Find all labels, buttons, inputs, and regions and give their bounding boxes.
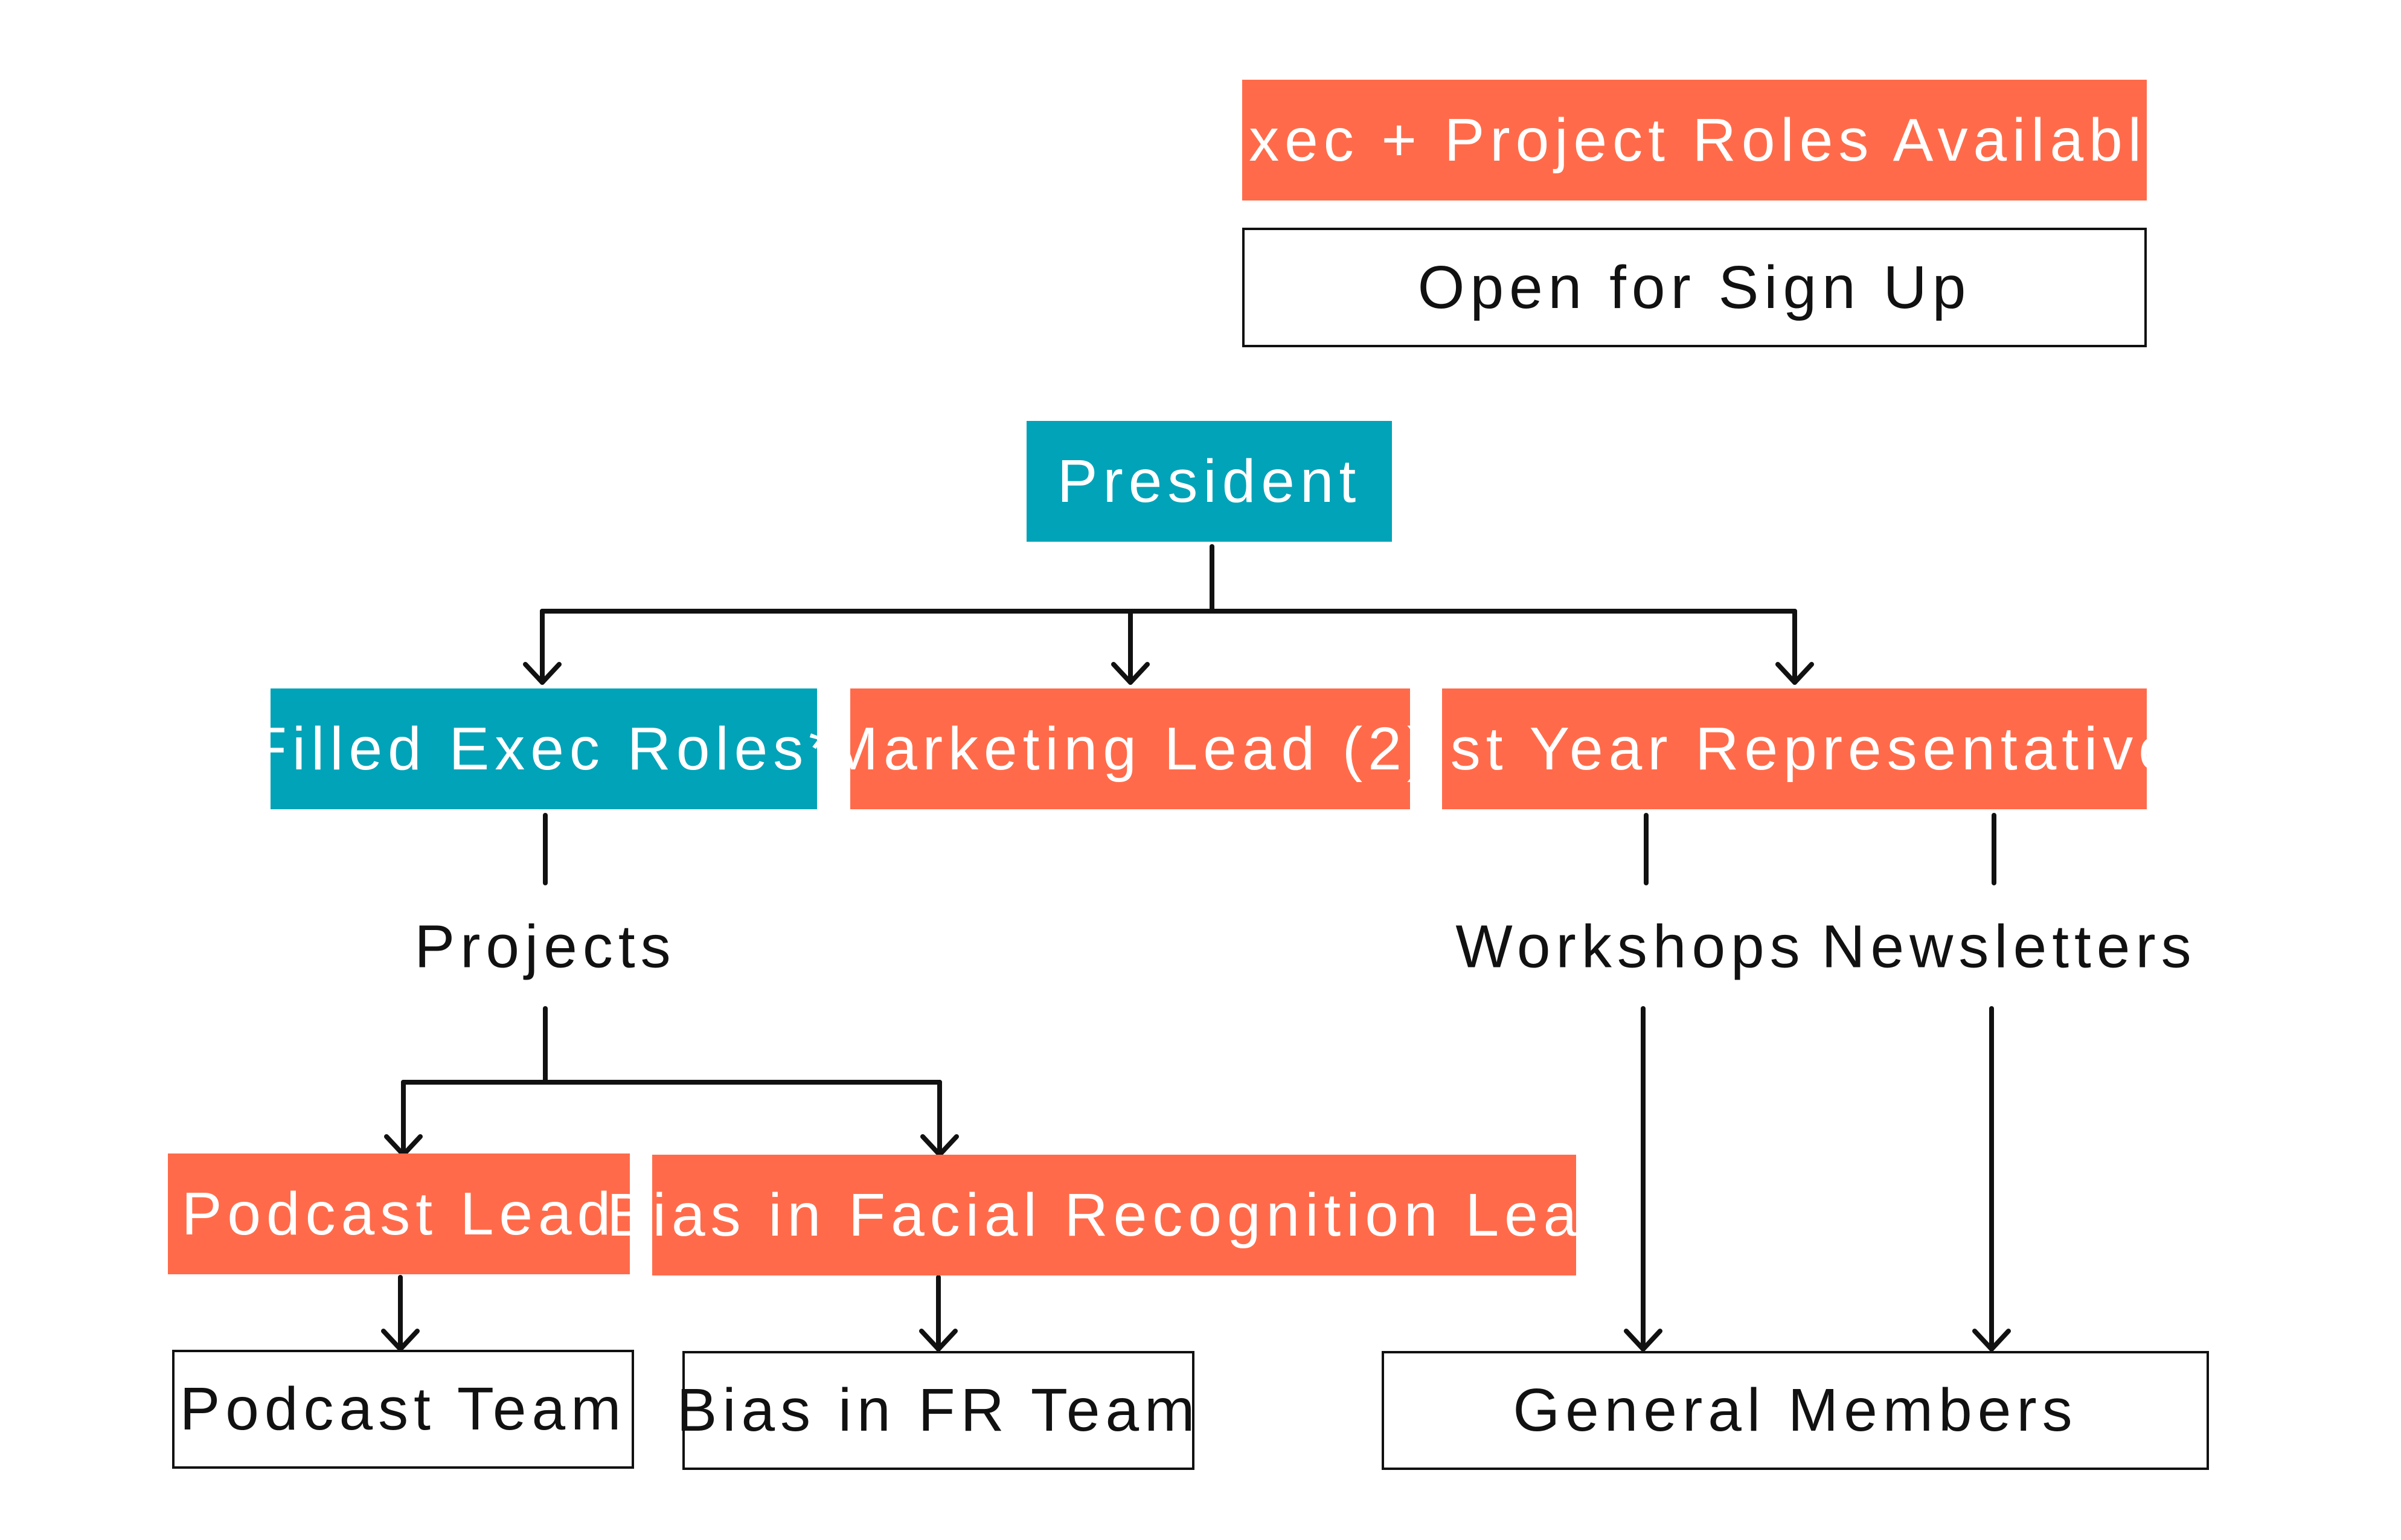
first-year-representative-node: 1st Year Representative (1411, 688, 2172, 809)
bias-fr-team-node: Bias in FR Team (677, 1351, 1194, 1470)
podcast-team-node: Podcast Team (172, 1350, 634, 1469)
legend-available-box: Exec + Project Roles Available (1203, 80, 2181, 201)
projects-label: Projects (414, 913, 676, 981)
filled-exec-roles-node: Filled Exec Roles* (250, 688, 832, 809)
arrowhead-bias-team (919, 1329, 958, 1352)
legend-open-box: Open for Sign Up (1242, 228, 2147, 347)
bias-fr-lead-label: Bias in Facial Recognition Lead (607, 1181, 1621, 1249)
marketing-lead-node: Marketing Lead (2) (828, 688, 1427, 809)
president-label: President (1057, 447, 1362, 515)
arrowhead-first-year (1775, 662, 1814, 685)
legend-open-text: Open for Sign Up (1417, 253, 1972, 321)
newsletters-label: Newsletters (1821, 913, 2197, 981)
arrowhead-marketing (1111, 662, 1150, 685)
podcast-team-label: Podcast Team (179, 1375, 627, 1443)
podcast-lead-node: Podcast Lead (168, 1153, 630, 1274)
arrowhead-workshops-general (1624, 1329, 1662, 1352)
arrowhead-newsletters-general (1972, 1329, 2011, 1352)
arrowhead-podcast-team (381, 1329, 420, 1352)
first-year-representative-label: 1st Year Representative (1411, 714, 2178, 783)
president-node: President (1027, 421, 1392, 542)
bias-fr-team-label: Bias in FR Team (676, 1376, 1200, 1444)
general-members-label: General Members (1513, 1376, 2078, 1444)
workshops-label: Workshops (1455, 913, 1806, 981)
bias-fr-lead-node: Bias in Facial Recognition Lead (607, 1155, 1616, 1275)
arrowhead-filled-exec (523, 662, 562, 685)
general-members-node: General Members (1382, 1351, 2209, 1470)
podcast-lead-label: Podcast Lead (181, 1179, 617, 1248)
filled-exec-roles-label: Filled Exec Roles* (249, 714, 838, 783)
legend-available-text: Exec + Project Roles Available (1203, 106, 2186, 174)
marketing-lead-label: Marketing Lead (2) (827, 714, 1433, 783)
